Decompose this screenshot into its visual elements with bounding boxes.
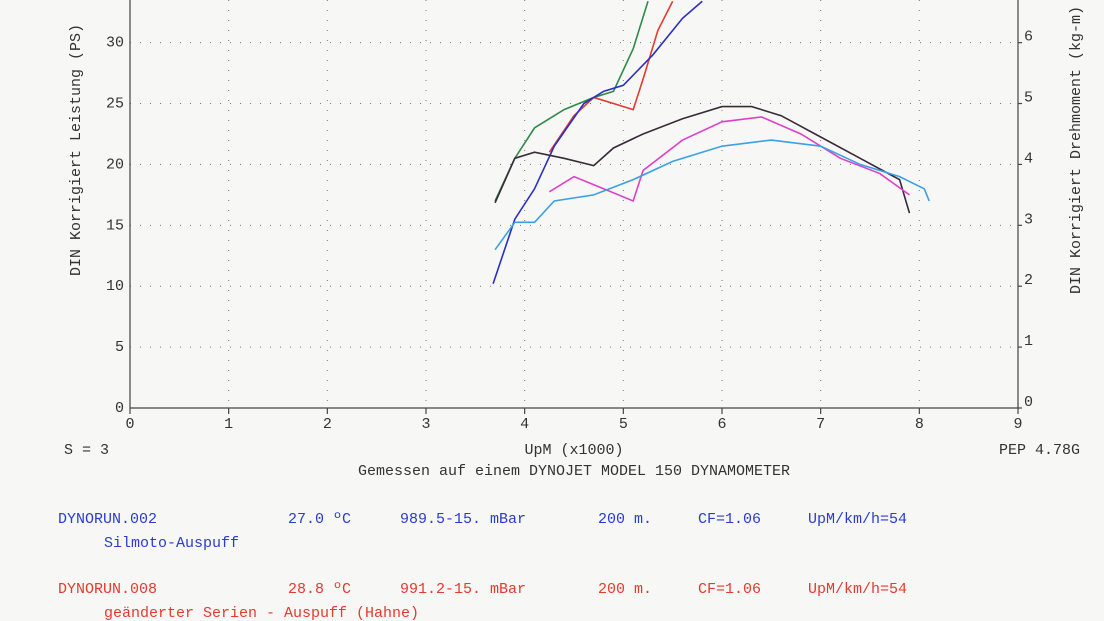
run-info: 200 m. (598, 511, 652, 528)
run-info: 989.5-15. mBar (400, 511, 526, 528)
y2-axis-label: DIN Korrigiert Drehmoment (kg-m) (1068, 6, 1085, 294)
x-tick-label: 6 (717, 416, 726, 433)
x-tick-label: 3 (421, 416, 430, 433)
note: PEP 4.78G (999, 442, 1080, 459)
y2-tick-label: 1 (1024, 333, 1033, 350)
x-axis-label: UpM (x1000) (524, 442, 623, 459)
note: S = 3 (64, 442, 109, 459)
run-info: CF=1.06 (698, 581, 761, 598)
y-tick-label: 15 (106, 217, 124, 234)
line-series (494, 105, 911, 214)
x-tick-label: 4 (520, 416, 529, 433)
run-description: geänderter Serien - Auspuff (Hahne) (104, 605, 419, 621)
run-info: UpM/km/h=54 (808, 511, 907, 528)
run-info: DYNORUN.002 (58, 511, 157, 528)
x-tick-label: 7 (816, 416, 825, 433)
run-info: CF=1.06 (698, 511, 761, 528)
x-tick-label: 5 (619, 416, 628, 433)
x-tick-label: 0 (125, 416, 134, 433)
y-tick-label: 10 (106, 278, 124, 295)
subtitle: Gemessen auf einem DYNOJET MODEL 150 DYN… (358, 463, 790, 480)
y-tick-label: 30 (106, 35, 124, 52)
line-series (548, 116, 910, 203)
y2-tick-label: 2 (1024, 272, 1033, 289)
run-info: 991.2-15. mBar (400, 581, 526, 598)
run-info: 28.8 ºC (288, 581, 351, 598)
y-tick-label: 20 (106, 156, 124, 173)
line-series (492, 0, 703, 285)
run-info: 27.0 ºC (288, 511, 351, 528)
y2-tick-label: 4 (1024, 150, 1033, 167)
y2-tick-label: 3 (1024, 211, 1033, 228)
y-tick-label: 25 (106, 95, 124, 112)
run-info: 200 m. (598, 581, 652, 598)
x-tick-label: 1 (224, 416, 233, 433)
y-tick-label: 0 (115, 400, 124, 417)
line-series (494, 139, 930, 251)
x-tick-label: 8 (915, 416, 924, 433)
y-tick-label: 5 (115, 339, 124, 356)
run-info: UpM/km/h=54 (808, 581, 907, 598)
run-info: DYNORUN.008 (58, 581, 157, 598)
y2-tick-label: 6 (1024, 29, 1033, 46)
y2-tick-label: 5 (1024, 89, 1033, 106)
y-axis-label: DIN Korrigiert Leistung (PS) (68, 24, 85, 276)
x-tick-label: 2 (323, 416, 332, 433)
y2-tick-label: 0 (1024, 394, 1033, 411)
line-series (494, 0, 649, 202)
x-tick-label: 9 (1013, 416, 1022, 433)
run-description: Silmoto-Auspuff (104, 535, 239, 552)
